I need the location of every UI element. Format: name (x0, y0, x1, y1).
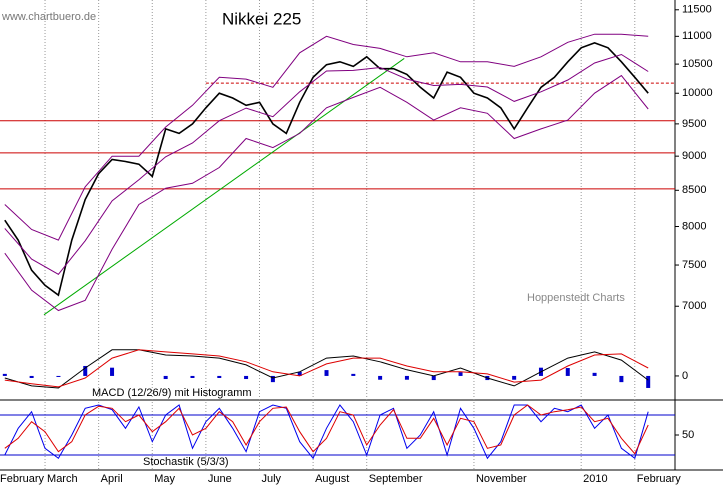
histogram-bar (244, 375, 249, 380)
histogram-bar (458, 372, 463, 376)
histogram-bar (619, 375, 624, 383)
histogram-bar (2, 373, 7, 376)
x-tick-label: June (208, 473, 232, 485)
histogram-bar (512, 375, 517, 380)
histogram-bar (270, 375, 275, 383)
x-tick-label: April (101, 473, 123, 485)
series-line (4, 74, 649, 312)
histogram-bar (646, 375, 651, 388)
series-line (4, 404, 649, 460)
histogram-bar (324, 370, 329, 376)
credit: Hoppenstedt Charts (527, 292, 625, 304)
histogram-bar (110, 367, 115, 376)
y-tick-label: 50 (682, 429, 694, 441)
histogram-bar (565, 368, 570, 376)
histogram-bar (592, 372, 597, 376)
series-line (4, 349, 649, 388)
panel-title: Stochastik (5/3/3) (143, 456, 229, 468)
histogram-bar (163, 375, 168, 380)
x-tick-label: May (154, 473, 175, 485)
x-tick-label: February (637, 473, 682, 485)
y-tick-label: 9000 (682, 150, 706, 162)
x-tick-label: November (476, 473, 527, 485)
series-line (4, 33, 649, 241)
y-tick-label: 11500 (682, 4, 712, 16)
y-tick-label: 10500 (682, 58, 713, 70)
x-tick-label: July (261, 473, 281, 485)
histogram-bar (29, 375, 34, 378)
y-tick-label: 8500 (682, 184, 706, 196)
x-tick-label: February (0, 473, 45, 485)
histogram-bar (297, 371, 302, 376)
histogram-bar (217, 375, 222, 378)
series-line (4, 349, 649, 389)
series-line (4, 42, 649, 297)
histogram-bar (431, 375, 436, 381)
y-tick-label: 11000 (682, 30, 712, 42)
chart-title: Nikkei 225 (222, 9, 301, 28)
x-tick-label: September (369, 473, 423, 485)
series-line (4, 404, 649, 455)
histogram-bar (56, 375, 61, 377)
y-tick-label: 7000 (682, 300, 706, 312)
series-line (4, 53, 649, 275)
panel-title: MACD (12/26/9) mit Histogramm (92, 387, 252, 399)
histogram-bar (351, 373, 356, 376)
y-tick-label: 7500 (682, 259, 706, 271)
histogram-bar (190, 375, 195, 378)
y-tick-label: 8000 (682, 220, 706, 232)
histogram-bar (404, 375, 409, 380)
x-tick-label: 2010 (583, 473, 607, 485)
x-tick-label: March (47, 473, 78, 485)
y-tick-label: 0 (682, 370, 688, 382)
x-tick-label: August (315, 473, 349, 485)
y-tick-label: 9500 (682, 118, 706, 130)
histogram-bar (378, 375, 383, 380)
source: www.chartbuero.de (1, 11, 96, 23)
histogram-bar (83, 365, 88, 376)
y-tick-label: 10000 (682, 87, 713, 99)
